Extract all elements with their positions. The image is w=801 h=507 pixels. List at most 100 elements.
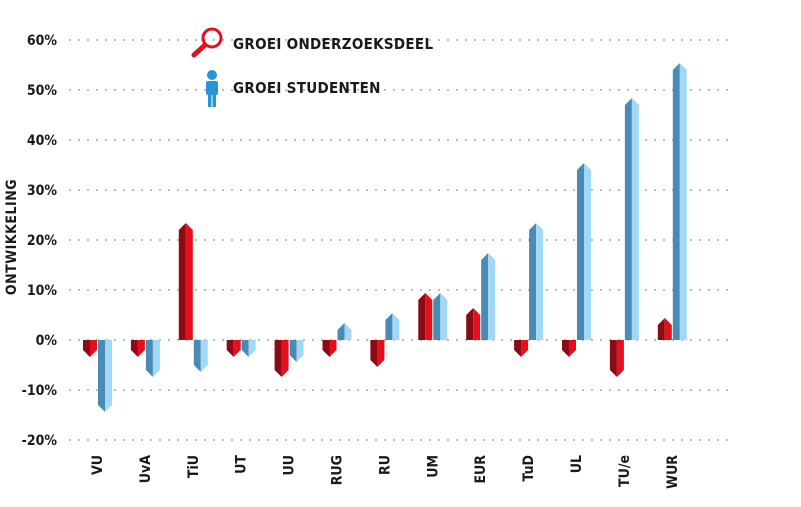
bar-onderzoeksdeel <box>418 293 433 340</box>
x-tick-label: UvA <box>138 455 154 483</box>
x-tick-label: UU <box>282 455 298 475</box>
x-tick-label: UL <box>569 455 585 473</box>
bar-onderzoeksdeel-face-dark <box>83 340 90 357</box>
bar-onderzoeksdeel-face-light <box>473 308 481 340</box>
bar-studenten <box>193 340 208 372</box>
bar-studenten-face-dark <box>193 340 201 372</box>
bar-studenten <box>385 313 400 340</box>
bar-onderzoeksdeel-face-dark <box>609 340 617 377</box>
bar-studenten <box>577 163 591 340</box>
bar-studenten-face-light <box>200 340 208 372</box>
bar-studenten-face-light <box>488 253 496 340</box>
bar-studenten-face-dark <box>98 340 105 412</box>
bar-onderzoeksdeel <box>226 340 241 357</box>
bar-studenten <box>672 63 687 340</box>
bar-studenten <box>145 340 160 377</box>
bar-studenten-face-dark <box>624 98 632 340</box>
y-tick-label: 60% <box>27 33 58 49</box>
bar-studenten <box>529 223 544 340</box>
y-tick-label: -20% <box>22 433 58 449</box>
bar-studenten-face-light <box>536 223 544 340</box>
bar-studenten-face-dark <box>433 293 441 340</box>
bar-studenten <box>433 293 448 340</box>
bar-studenten-face-dark <box>241 340 249 357</box>
bar-studenten-face-light <box>344 323 352 340</box>
bar-onderzoeksdeel-face-light <box>90 340 97 357</box>
y-tick-label: 10% <box>27 283 58 299</box>
bar-onderzoeksdeel-face-light <box>664 318 672 340</box>
bar-onderzoeksdeel <box>370 340 385 367</box>
magnifier-icon <box>191 27 223 58</box>
bar-onderzoeksdeel-face-light <box>281 340 289 377</box>
bar-onderzoeksdeel-face-dark <box>418 293 426 340</box>
bar-onderzoeksdeel-face-light <box>616 340 624 377</box>
y-tick-label: 20% <box>27 233 58 249</box>
bar-studenten-face-dark <box>385 313 393 340</box>
bar-onderzoeksdeel <box>466 308 481 340</box>
bar-studenten-face-light <box>152 340 160 377</box>
bar-onderzoeksdeel-face-dark <box>514 340 522 357</box>
y-tick-label: 30% <box>27 183 58 199</box>
y-tick-label: -10% <box>22 383 58 399</box>
bar-onderzoeksdeel-face-light <box>521 340 529 357</box>
legend-label-onderzoeksdeel: GROEI ONDERZOEKSDEEL <box>233 35 433 53</box>
y-axis-title: ONTWIKKELING <box>4 179 20 295</box>
bar-studenten-face-light <box>440 293 448 340</box>
bar-onderzoeksdeel <box>562 340 576 357</box>
bar-studenten <box>337 323 352 340</box>
legend-label-studenten: GROEI STUDENTEN <box>233 79 381 97</box>
bar-onderzoeksdeel-face-dark <box>226 340 234 357</box>
y-axis-ticks: -20% -10% 0% 10% 20% 30% 40% 50% 60% <box>22 33 58 449</box>
bar-studenten <box>624 98 639 340</box>
bar-onderzoeksdeel-face-light <box>329 340 337 357</box>
bar-onderzoeksdeel <box>130 340 145 357</box>
bar-onderzoeksdeel-face-dark <box>130 340 138 357</box>
x-tick-label: TuD <box>521 455 537 481</box>
x-tick-label: TiU <box>186 455 202 478</box>
bar-onderzoeksdeel-face-dark <box>562 340 569 357</box>
bar-studenten-face-light <box>584 163 591 340</box>
y-tick-label: 0% <box>36 333 58 349</box>
bar-onderzoeksdeel <box>322 340 337 357</box>
bar-studenten-face-dark <box>672 63 680 340</box>
bar-onderzoeksdeel-face-light <box>425 293 433 340</box>
x-tick-label: EUR <box>473 455 489 484</box>
x-tick-label: UM <box>425 455 441 478</box>
bar-studenten-face-dark <box>577 163 584 340</box>
bar-onderzoeksdeel <box>274 340 289 377</box>
grid <box>69 39 736 441</box>
bar-onderzoeksdeel <box>178 223 193 340</box>
bar-studenten-face-dark <box>529 223 537 340</box>
bar-studenten-face-light <box>392 313 400 340</box>
bar-studenten-face-dark <box>337 323 345 340</box>
bar-onderzoeksdeel-face-dark <box>370 340 378 367</box>
bar-studenten-face-dark <box>481 253 489 340</box>
legend: GROEI ONDERZOEKSDEEL GROEI STUDENTEN <box>191 27 433 107</box>
x-tick-label: UT <box>234 455 250 474</box>
bar-onderzoeksdeel-face-dark <box>178 223 186 340</box>
bar-studenten-face-light <box>679 63 687 340</box>
bar-studenten <box>241 340 256 357</box>
x-tick-label: WUR <box>665 455 681 489</box>
bar-onderzoeksdeel <box>514 340 529 357</box>
y-tick-label: 50% <box>27 83 58 99</box>
bars <box>83 63 687 412</box>
y-tick-label: 40% <box>27 133 58 149</box>
bar-onderzoeksdeel-face-dark <box>657 318 665 340</box>
bar-onderzoeksdeel <box>609 340 624 377</box>
x-tick-label: RU <box>377 455 393 475</box>
x-tick-label: TU/e <box>617 455 633 487</box>
bar-studenten <box>98 340 112 412</box>
bar-onderzoeksdeel-face-light <box>569 340 576 357</box>
bar-onderzoeksdeel-face-light <box>377 340 385 367</box>
person-icon <box>206 70 218 107</box>
bar-onderzoeksdeel-face-dark <box>274 340 282 377</box>
bar-studenten-face-dark <box>145 340 153 377</box>
bar-onderzoeksdeel-face-dark <box>322 340 330 357</box>
bar-studenten-face-light <box>631 98 639 340</box>
bar-studenten-face-light <box>248 340 256 357</box>
bar-onderzoeksdeel <box>657 318 672 340</box>
x-tick-label: VU <box>90 455 106 475</box>
bar-onderzoeksdeel-face-dark <box>466 308 474 340</box>
